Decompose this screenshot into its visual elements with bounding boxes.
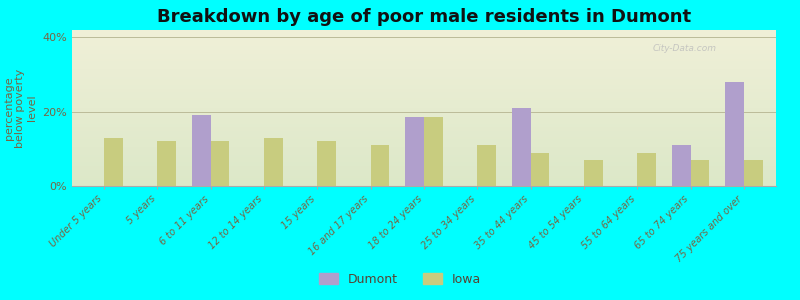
Bar [478, 145, 496, 186]
Bar [672, 145, 690, 186]
Text: City-Data.com: City-Data.com [653, 44, 717, 53]
Legend: Dumont, Iowa: Dumont, Iowa [314, 268, 486, 291]
Bar [158, 141, 176, 186]
Bar [690, 160, 710, 186]
Title: Breakdown by age of poor male residents in Dumont: Breakdown by age of poor male residents … [157, 8, 691, 26]
Y-axis label: percentage
below poverty
level: percentage below poverty level [4, 68, 37, 148]
Bar [726, 82, 744, 186]
Bar [406, 117, 424, 186]
Bar [512, 108, 530, 186]
Bar [210, 141, 230, 186]
Bar [584, 160, 602, 186]
Bar [318, 141, 336, 186]
Bar [638, 153, 656, 186]
Bar [370, 145, 390, 186]
Bar [424, 117, 442, 186]
Bar [744, 160, 762, 186]
Bar [104, 138, 122, 186]
Bar [530, 153, 550, 186]
Bar [264, 138, 282, 186]
Bar [192, 116, 210, 186]
